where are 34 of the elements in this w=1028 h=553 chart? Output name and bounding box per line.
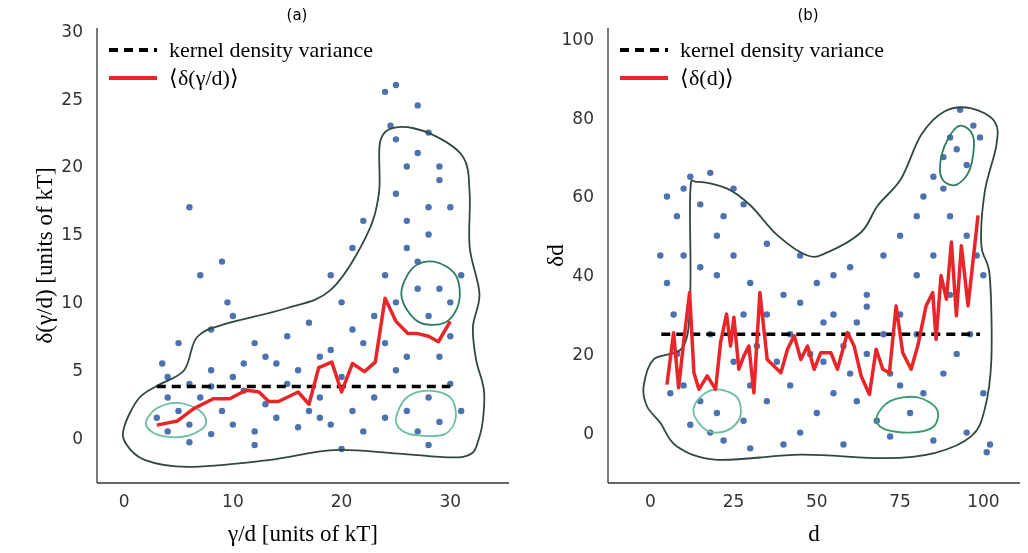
line-series bbox=[665, 213, 980, 397]
y-tick-label: 100 bbox=[561, 28, 594, 49]
y-tick-label: 20 bbox=[61, 156, 83, 177]
x-tick-label: 100 bbox=[967, 491, 1000, 511]
legend-label: kernel density variance bbox=[680, 37, 885, 62]
y-tick-label: 25 bbox=[61, 88, 83, 109]
legend-label: ⟨δ(d)⟩ bbox=[680, 65, 735, 90]
y-tick-label: 40 bbox=[572, 265, 594, 286]
y-tick-label: 20 bbox=[572, 343, 594, 364]
y-tick-label: 10 bbox=[61, 292, 83, 313]
x-axis-title: γ/d [units of kT] bbox=[226, 521, 379, 546]
x-tick-label: 25 bbox=[722, 491, 745, 511]
y-tick-label: 15 bbox=[61, 224, 83, 245]
y-tick-label: 80 bbox=[572, 107, 594, 128]
y-axis-title: δd bbox=[543, 243, 568, 267]
x-tick-label: 0 bbox=[644, 491, 656, 511]
legend-label: kernel density variance bbox=[169, 37, 374, 62]
x-axis-title: d bbox=[808, 521, 821, 546]
x-tick-label: 0 bbox=[118, 491, 130, 511]
x-tick-label: 75 bbox=[889, 491, 911, 511]
chart-title: (b) bbox=[797, 6, 819, 24]
legend-label: ⟨δ(γ/d)⟩ bbox=[169, 65, 239, 90]
y-tick-label: 60 bbox=[572, 186, 594, 207]
y-tick-label: 0 bbox=[583, 422, 594, 443]
y-tick-label: 5 bbox=[72, 360, 83, 381]
x-tick-label: 10 bbox=[222, 491, 244, 511]
x-tick-label: 20 bbox=[330, 491, 353, 511]
chart-title: (a) bbox=[286, 6, 308, 24]
y-axis-title: δ(γ/d) [units of kT] bbox=[32, 167, 57, 344]
x-tick-label: 30 bbox=[439, 491, 462, 511]
x-tick-label: 50 bbox=[806, 491, 828, 511]
y-tick-label: 30 bbox=[61, 20, 83, 41]
line-series bbox=[155, 296, 453, 427]
y-tick-label: 0 bbox=[72, 428, 83, 449]
